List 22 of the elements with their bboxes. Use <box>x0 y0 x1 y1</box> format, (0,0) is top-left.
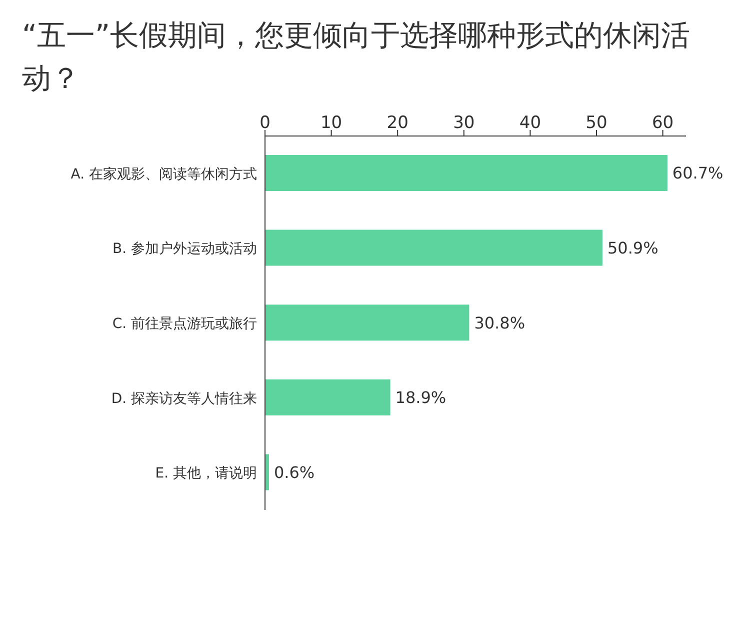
x-tick-label: 30 <box>453 113 475 133</box>
bar <box>265 379 390 416</box>
x-tick-label: 50 <box>586 113 608 133</box>
data-label: 18.9% <box>395 388 446 408</box>
bar <box>265 230 602 266</box>
data-label: 50.9% <box>607 238 658 258</box>
bar <box>265 304 470 341</box>
y-tick-label: C. 前往景点游玩或旅行 <box>112 316 257 332</box>
x-tick-label: 0 <box>260 113 270 133</box>
x-tick-label: 10 <box>320 113 342 133</box>
data-label: 30.8% <box>474 313 526 332</box>
y-tick-label: E. 其他，请说明 <box>155 466 257 482</box>
x-tick-label: 20 <box>386 113 408 133</box>
x-tick-label: 60 <box>652 113 674 133</box>
chart-title: “五一”长假期间，您更倾向于选择哪种形式的休闲活动？ <box>22 17 692 97</box>
y-tick-label: B. 参加户外运动或活动 <box>112 241 257 258</box>
bar <box>265 155 668 191</box>
data-label: 0.6% <box>274 462 315 482</box>
y-tick-label: D. 探亲访友等人情往来 <box>111 390 257 407</box>
y-tick-label: A. 在家观影、阅读等休闲方式 <box>70 166 257 182</box>
data-label: 60.7% <box>672 164 724 183</box>
x-tick-label: 40 <box>519 113 542 133</box>
